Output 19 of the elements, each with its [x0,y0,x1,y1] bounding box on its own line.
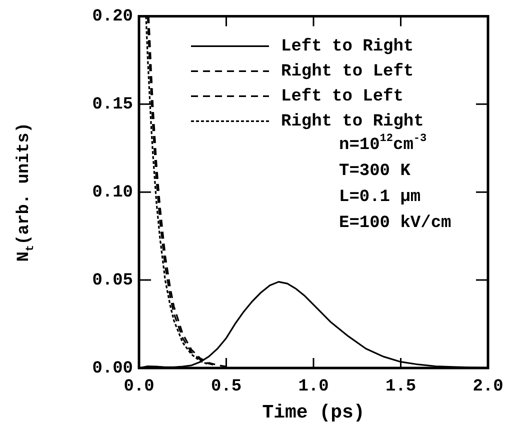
x-tick-label: 1.0 [298,377,329,396]
annotation: E=100 kV/cm [339,214,452,234]
x-axis-title: Time (ps) [262,401,365,424]
y-tick-label: 0.10 [92,183,133,202]
annotation: T=300 K [339,162,412,182]
y-tick-label: 0.15 [92,95,133,114]
legend-label: Right to Left [281,62,414,82]
x-tick-label: 1.5 [385,377,416,396]
x-tick-label: 0.5 [210,377,242,396]
legend-label: Right to Right [281,112,424,132]
x-tick-label: 0.0 [124,377,154,396]
y-tick-label: 0.00 [92,359,133,378]
y-tick-label: 0.20 [92,7,133,26]
legend-label: Left to Left [281,87,404,106]
y-axis-title: Nt(arb. units) [15,122,37,262]
legend-label: Left to Right [281,37,414,56]
y-tick-label: 0.05 [92,271,133,290]
x-tick-label: 2.0 [472,377,504,396]
annotation: L=0.1 μm [339,188,421,208]
